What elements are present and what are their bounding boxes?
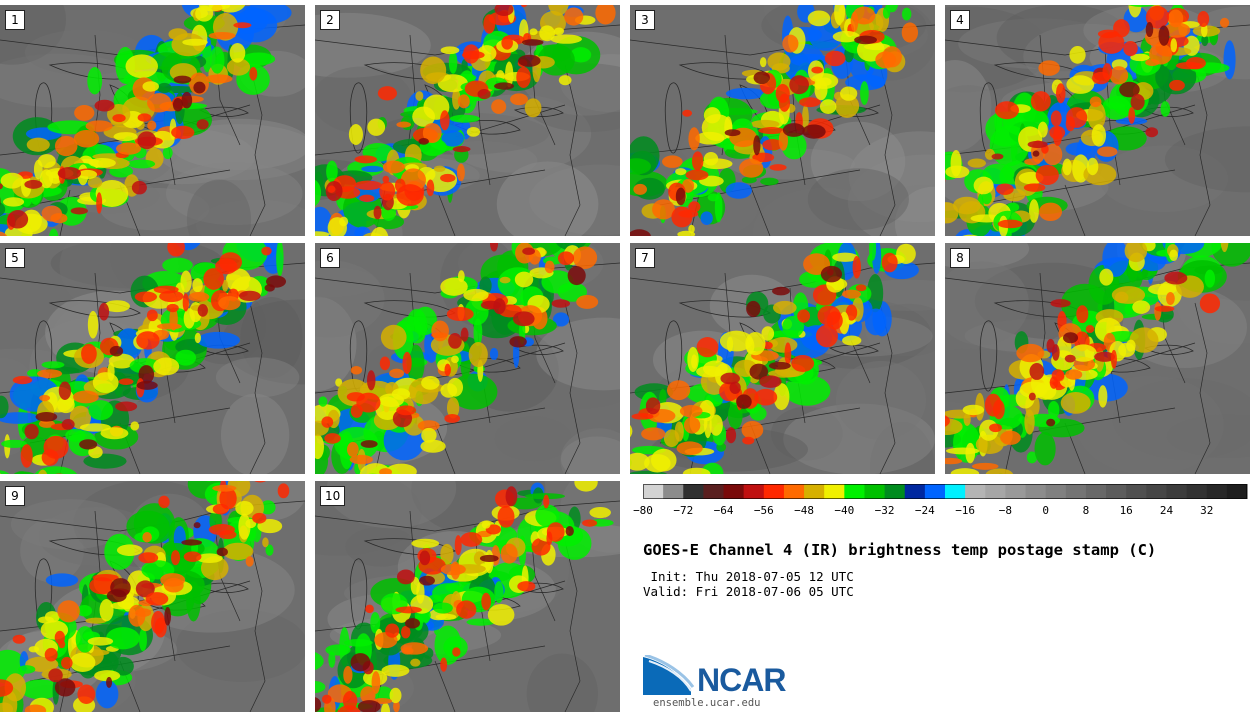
member-number-label: 6	[320, 248, 340, 268]
ncar-logo-icon	[643, 655, 695, 695]
ir-brightness-map	[630, 243, 935, 474]
colorbar-segment	[864, 484, 886, 499]
member-number-label: 3	[635, 10, 655, 30]
member-number-label: 10	[320, 486, 346, 506]
member-number-label: 1	[5, 10, 25, 30]
colorbar-tick-label: 32	[1200, 504, 1214, 517]
ensemble-member-panel: 4	[945, 5, 1250, 236]
figure-title: GOES-E Channel 4 (IR) brightness temp po…	[643, 541, 1157, 559]
colorbar-tick-label: 8	[1082, 504, 1090, 517]
ensemble-member-panel: 6	[315, 243, 620, 474]
ir-brightness-map	[0, 243, 305, 474]
colorbar-segment	[965, 484, 986, 499]
ensemble-member-panel: 9	[0, 481, 305, 712]
colorbar-tick-label: −48	[794, 504, 814, 517]
colorbar-segment	[1186, 484, 1208, 499]
site-url: ensemble.ucar.edu	[653, 697, 761, 709]
ensemble-member-panel: 3	[630, 5, 935, 236]
ir-brightness-map	[945, 243, 1250, 474]
colorbar-segment	[643, 484, 664, 499]
colorbar-segment	[1146, 484, 1167, 499]
colorbar-tick-label: 0	[1042, 504, 1049, 517]
ir-brightness-map	[315, 5, 620, 236]
colorbar-segment	[924, 484, 946, 499]
colorbar-tick-label: −24	[914, 504, 935, 517]
colorbar-segment	[1005, 484, 1027, 499]
colorbar-segment	[1025, 484, 1047, 499]
colorbar-segment	[763, 484, 785, 499]
member-number-label: 8	[950, 248, 970, 268]
colorbar-segment	[1045, 484, 1067, 499]
ir-brightness-map	[315, 481, 620, 712]
ensemble-member-panel: 2	[315, 5, 620, 236]
colorbar-tick-label: 24	[1159, 504, 1174, 517]
colorbar-segment	[1085, 484, 1107, 499]
member-number-label: 5	[5, 248, 25, 268]
colorbar-segment	[1226, 484, 1248, 499]
ir-brightness-map	[945, 5, 1250, 236]
ir-brightness-map	[630, 5, 935, 236]
colorbar-segment	[1106, 484, 1127, 499]
colorbar-segment	[683, 484, 704, 499]
colorbar-tick-label: −80	[633, 504, 653, 517]
colorbar-segment	[663, 484, 684, 499]
colorbar	[643, 484, 1248, 499]
ir-brightness-map	[315, 243, 620, 474]
member-number-label: 4	[950, 10, 970, 30]
colorbar-segment	[1065, 484, 1087, 499]
ncar-logo-text: NCAR	[697, 662, 786, 698]
colorbar-segment	[1166, 484, 1188, 499]
colorbar-tick-label: 16	[1119, 504, 1133, 517]
colorbar-segment	[804, 484, 825, 499]
colorbar-segment	[1126, 484, 1147, 499]
colorbar-segment	[723, 484, 745, 499]
colorbar-tick-label: −16	[955, 504, 976, 517]
colorbar-segment	[1206, 484, 1228, 499]
init-time: Init: Thu 2018-07-05 12 UTC	[643, 569, 854, 584]
colorbar-segment	[824, 484, 845, 499]
colorbar-tick-label: −72	[673, 504, 694, 517]
member-number-label: 7	[635, 248, 655, 268]
ensemble-member-panel: 5	[0, 243, 305, 474]
colorbar-tick-label: −40	[834, 504, 855, 517]
ensemble-member-panel: 7	[630, 243, 935, 474]
member-number-label: 9	[5, 486, 25, 506]
colorbar-segment	[703, 484, 725, 499]
colorbar-tick-label: −64	[713, 504, 734, 517]
member-number-label: 2	[320, 10, 340, 30]
ir-brightness-map	[0, 481, 305, 712]
colorbar-segment	[844, 484, 865, 499]
ensemble-member-panel: 1	[0, 5, 305, 236]
colorbar-segment	[884, 484, 906, 499]
colorbar-segment	[945, 484, 966, 499]
valid-time: Valid: Fri 2018-07-06 05 UTC	[643, 584, 854, 599]
colorbar-segment	[985, 484, 1006, 499]
ir-brightness-map	[0, 5, 305, 236]
colorbar-tick-labels: −80 −72 −64 −56 −48 −40 −32 −24 −16 −8 0 8 16 24 32	[633, 504, 1247, 520]
colorbar-tick-label: −8	[998, 504, 1013, 517]
colorbar-segment	[743, 484, 765, 499]
ensemble-member-panel: 10	[315, 481, 620, 712]
ensemble-member-panel: 8	[945, 243, 1250, 474]
colorbar-segment	[904, 484, 926, 499]
colorbar-tick-label: −32	[874, 504, 895, 517]
colorbar-tick-label: −56	[753, 504, 774, 517]
colorbar-segment	[783, 484, 805, 499]
